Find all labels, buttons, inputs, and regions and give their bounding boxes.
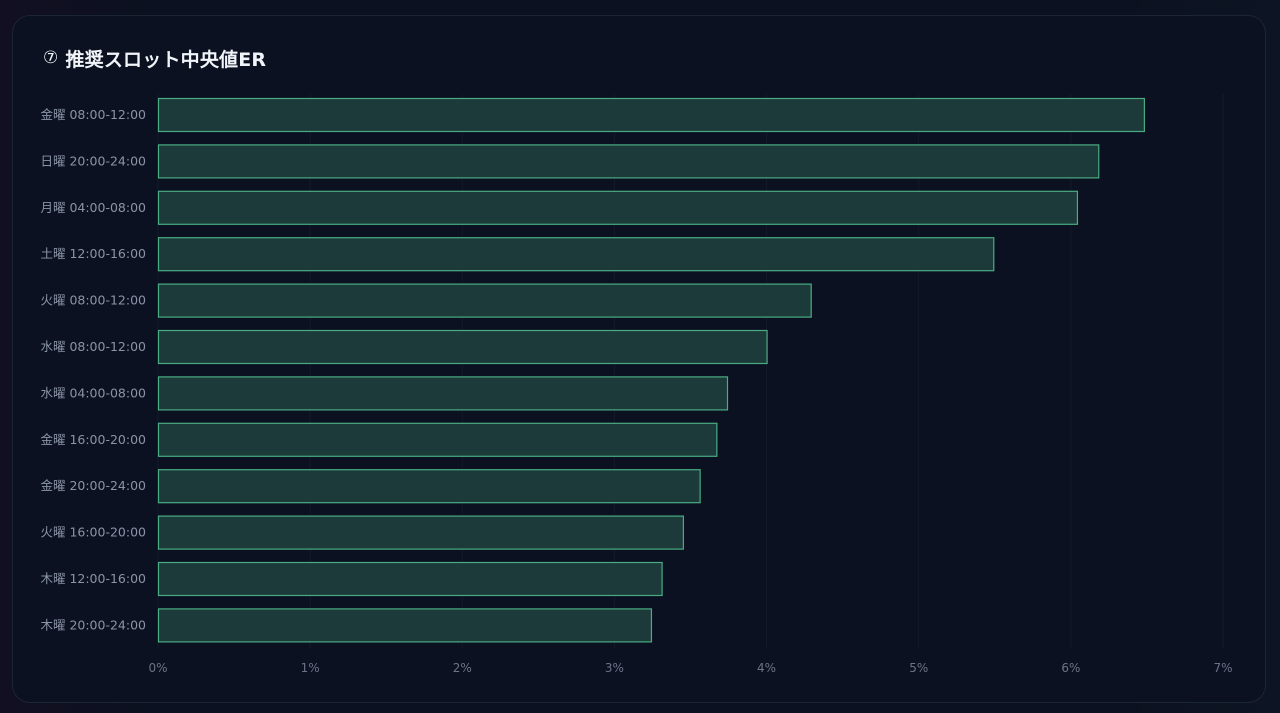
bar-chart: 金曜 08:00-12:00 日曜 20:00-24:00 月曜 04:00-08:…	[40, 94, 1233, 675]
chart-card: ⑦ 推奨スロット中央値ER 金曜 08:00-12:00 日曜 20:00-24:…	[12, 15, 1266, 703]
bar[interactable]	[157, 515, 684, 550]
circled-number-icon: ⑦	[43, 48, 59, 68]
x-tick-label: 5%	[909, 661, 928, 675]
bar[interactable]	[157, 190, 1079, 225]
category-label: 木曜 12:00-16:00	[40, 571, 146, 586]
x-tick-label: 2%	[453, 661, 472, 675]
category-label: 水曜 08:00-12:00	[40, 339, 146, 354]
category-label: 月曜 04:00-08:00	[40, 200, 146, 215]
category-label: 火曜 08:00-12:00	[40, 293, 146, 308]
chart-title: ⑦ 推奨スロット中央値ER	[43, 45, 266, 72]
bar[interactable]	[157, 283, 812, 318]
bar[interactable]	[157, 561, 663, 597]
category-label: 土曜 12:00-16:00	[40, 246, 146, 261]
bar[interactable]	[157, 144, 1100, 179]
category-label: 火曜 16:00-20:00	[40, 525, 146, 540]
bar[interactable]	[157, 329, 768, 365]
x-tick-label: 4%	[757, 661, 776, 675]
grid-layer	[157, 94, 1224, 648]
bar[interactable]	[157, 469, 701, 504]
x-tick-label: 7%	[1213, 661, 1232, 675]
x-tick-label: 3%	[605, 661, 624, 675]
bar[interactable]	[157, 97, 1145, 133]
category-label: 日曜 20:00-24:00	[40, 153, 146, 168]
category-label: 金曜 20:00-24:00	[40, 478, 146, 493]
category-labels: 金曜 08:00-12:00 日曜 20:00-24:00 月曜 04:00-08:…	[40, 107, 146, 632]
category-label: 金曜 16:00-20:00	[40, 432, 146, 447]
bar[interactable]	[157, 376, 729, 411]
bars-layer	[157, 97, 1145, 643]
bar[interactable]	[157, 608, 653, 643]
category-label: 金曜 08:00-12:00	[40, 107, 146, 122]
x-tick-label: 0%	[148, 661, 167, 675]
x-axis-tick-labels: 0% 1% 2% 3% 4% 5% 6% 7%	[148, 661, 1232, 675]
chart-title-text: 推奨スロット中央値ER	[65, 49, 267, 71]
bar[interactable]	[157, 237, 995, 272]
bar[interactable]	[157, 422, 718, 457]
category-label: 水曜 04:00-08:00	[40, 385, 146, 400]
x-tick-label: 6%	[1061, 661, 1080, 675]
x-tick-label: 1%	[301, 661, 320, 675]
category-label: 木曜 20:00-24:00	[40, 617, 146, 632]
